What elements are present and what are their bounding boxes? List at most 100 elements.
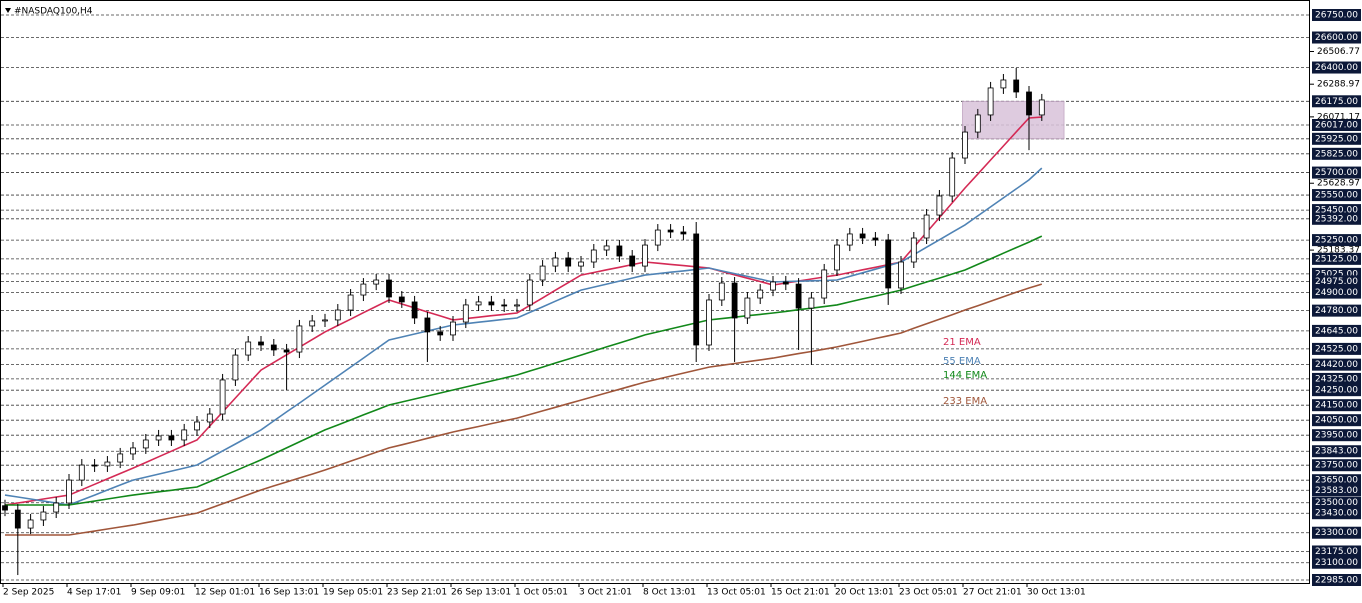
level-label-box xyxy=(1312,429,1361,442)
candle-body xyxy=(731,282,738,319)
level-label: 26400.00 xyxy=(1315,63,1358,73)
candle-body xyxy=(680,231,687,235)
legend-label: 144 EMA xyxy=(943,370,987,381)
legend-label: 55 EMA xyxy=(943,356,981,367)
candle-body xyxy=(706,299,712,346)
candle-body xyxy=(1000,79,1007,89)
x-tick-label: 20 Oct 13:01 xyxy=(835,588,894,598)
candle-body xyxy=(821,269,828,299)
candle-body xyxy=(232,354,239,381)
level-label-box xyxy=(1312,414,1361,427)
candle-body xyxy=(475,301,482,306)
level-label: 25550.00 xyxy=(1315,191,1358,201)
level-label: 22985.00 xyxy=(1315,575,1358,585)
candle-body xyxy=(78,464,85,481)
candle-body xyxy=(514,304,520,307)
x-tick-label: 27 Oct 21:01 xyxy=(963,588,1022,598)
x-tick-label: 23 Sep 21:01 xyxy=(387,588,447,598)
candle-body xyxy=(155,435,162,441)
candle-body xyxy=(104,461,111,467)
candle-body xyxy=(283,349,290,353)
legend-label: 21 EMA xyxy=(943,337,981,348)
candle-body xyxy=(130,447,136,455)
candle-body xyxy=(40,511,47,521)
candle-body xyxy=(859,233,866,239)
level-label-box xyxy=(1312,119,1361,132)
candle-body xyxy=(885,239,892,289)
candle-body xyxy=(936,195,943,216)
level-label-box xyxy=(1312,147,1361,160)
ema-line xyxy=(5,283,1043,536)
level-label: 24975.00 xyxy=(1315,277,1358,287)
level-label: 25450.00 xyxy=(1315,206,1358,216)
candle-body xyxy=(603,245,610,251)
candle-body xyxy=(194,421,200,431)
level-label-box xyxy=(1312,459,1361,472)
level-label: 25250.00 xyxy=(1315,236,1358,246)
candle-body xyxy=(744,297,751,319)
level-label: 23175.00 xyxy=(1315,547,1358,557)
ema-layer: 21 EMA 55 EMA 144 EMA 233 EMA xyxy=(4,116,1043,536)
candle-body xyxy=(526,279,533,306)
candle-body xyxy=(872,237,879,241)
y-tick-label: 25183.37 xyxy=(1317,246,1360,256)
candle-body xyxy=(629,255,636,267)
candle-layer xyxy=(2,67,1045,576)
candle-body xyxy=(258,341,264,346)
level-label-box xyxy=(1312,189,1361,202)
level-label: 25925.00 xyxy=(1315,134,1358,144)
candle-body xyxy=(309,320,316,327)
level-label-box xyxy=(1312,484,1361,497)
level-label-box xyxy=(1312,384,1361,397)
level-label-box xyxy=(1312,496,1361,509)
candle-body xyxy=(296,325,303,353)
x-tick-label: 26 Sep 13:01 xyxy=(451,588,511,598)
candle-body xyxy=(462,304,469,323)
level-label-box xyxy=(1312,132,1361,145)
level-label-box xyxy=(1312,526,1361,539)
candle-body xyxy=(398,296,405,303)
candle-body xyxy=(923,214,930,239)
candle-body xyxy=(270,344,277,351)
candle-body xyxy=(795,283,802,309)
candle-body xyxy=(219,379,226,415)
ema-line xyxy=(5,235,1043,506)
candle-body xyxy=(1038,99,1045,116)
level-label-box xyxy=(1312,275,1361,288)
level-label-box xyxy=(1312,252,1361,265)
candle-body xyxy=(552,257,559,267)
level-label-box xyxy=(1312,573,1361,586)
level-label-box xyxy=(1312,9,1361,22)
ema-line xyxy=(4,167,1043,506)
level-label: 26017.00 xyxy=(1315,121,1358,131)
level-label: 24525.00 xyxy=(1315,344,1358,354)
candle-body xyxy=(782,281,789,285)
level-label-box xyxy=(1312,556,1361,569)
candle-body xyxy=(501,304,508,307)
x-tick-label: 19 Sep 05:01 xyxy=(323,588,383,598)
candle-body xyxy=(718,282,725,301)
candle-body xyxy=(667,229,674,233)
x-tick-label: 30 Oct 13:01 xyxy=(1027,588,1086,598)
grid xyxy=(1,14,1310,581)
level-label-box xyxy=(1312,545,1361,558)
level-label: 26175.00 xyxy=(1315,97,1358,107)
level-label-box xyxy=(1312,31,1361,44)
candle-body xyxy=(360,283,367,296)
candle-body xyxy=(437,331,444,336)
level-label: 25125.00 xyxy=(1315,254,1358,264)
candle-body xyxy=(654,229,661,246)
x-tick-label: 3 Oct 21:01 xyxy=(579,588,632,598)
candle-body xyxy=(770,281,776,291)
legend-label: 233 EMA xyxy=(943,396,987,407)
candle-body xyxy=(347,294,354,311)
x-tick-label: 9 Sep 09:01 xyxy=(131,588,185,598)
candle-body xyxy=(910,237,917,263)
candle-body xyxy=(66,479,72,504)
level-label: 23500.00 xyxy=(1315,498,1358,508)
level-label-box xyxy=(1312,358,1361,371)
candle-body xyxy=(834,244,840,271)
level-label: 23300.00 xyxy=(1315,528,1358,538)
level-label: 24780.00 xyxy=(1315,306,1358,316)
menu-triangle xyxy=(5,8,11,13)
